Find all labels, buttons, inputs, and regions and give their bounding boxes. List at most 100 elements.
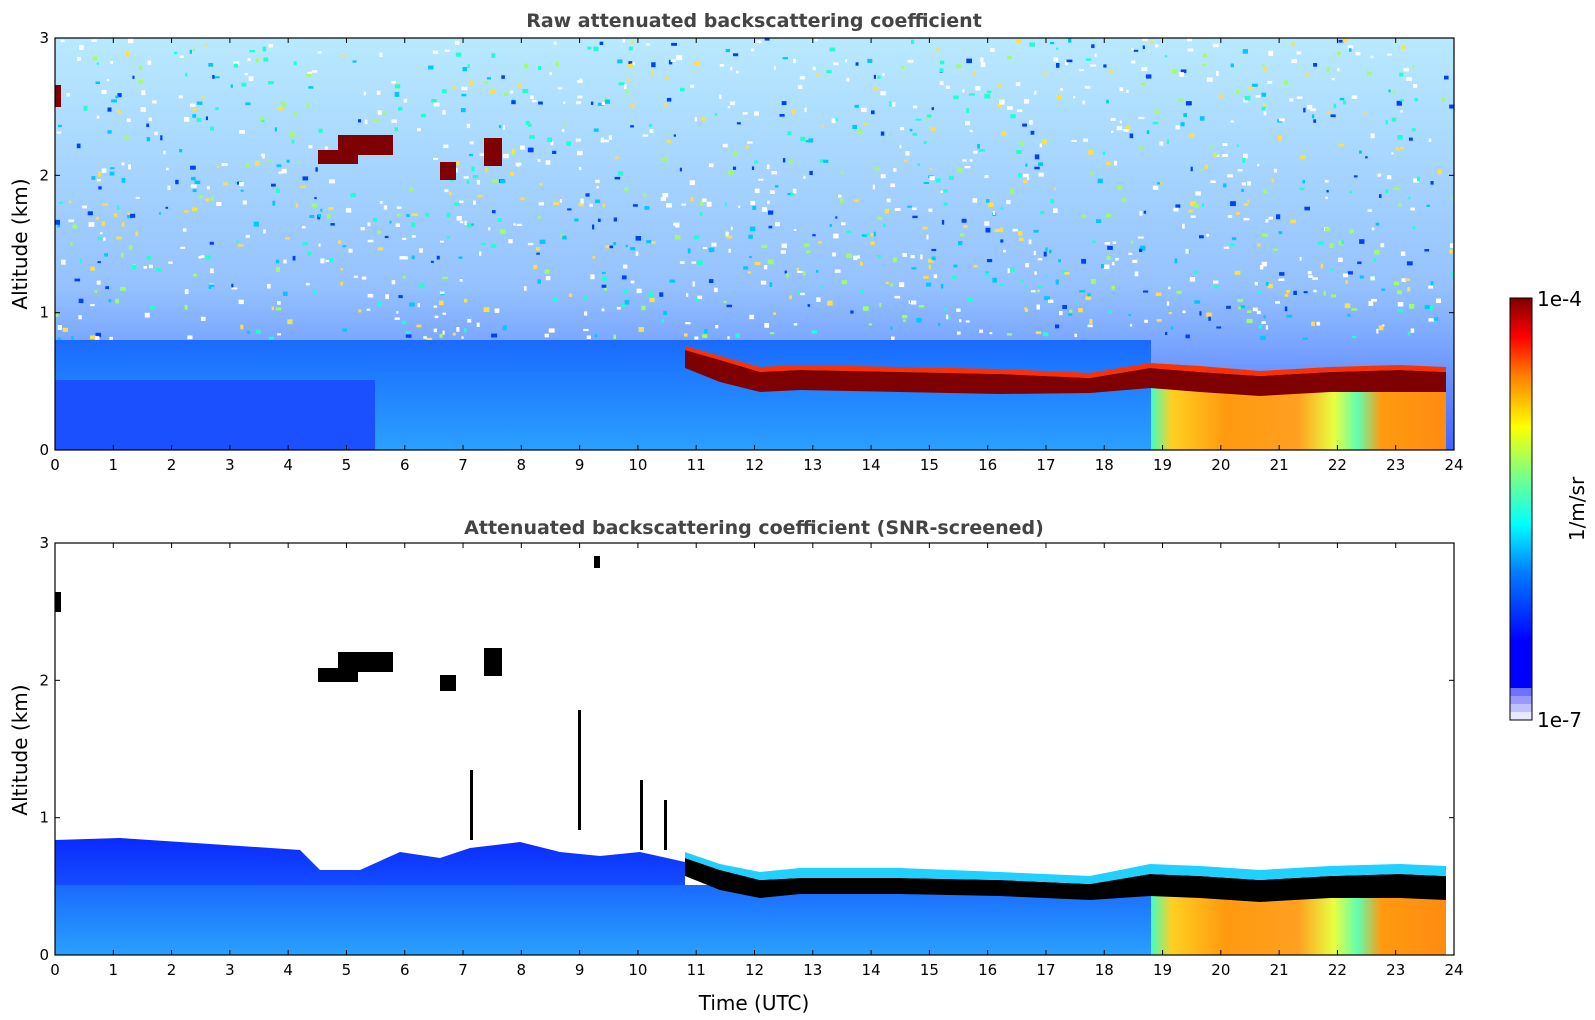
noise-speckle <box>461 93 467 97</box>
noise-speckle <box>1333 103 1337 109</box>
noise-speckle <box>725 48 731 53</box>
noise-speckle <box>469 80 473 86</box>
noise-speckle <box>917 163 920 167</box>
noise-speckle <box>485 167 488 173</box>
noise-speckle <box>923 182 929 184</box>
noise-speckle <box>78 315 82 320</box>
noise-speckle <box>1230 63 1234 68</box>
noise-speckle <box>1265 282 1269 286</box>
noise-speckle <box>466 179 470 184</box>
noise-speckle <box>673 134 676 137</box>
panel1-cloud-patch-d <box>484 138 502 166</box>
noise-speckle <box>1410 328 1415 333</box>
noise-speckle <box>1084 86 1091 89</box>
noise-speckle <box>163 150 166 155</box>
noise-speckle <box>192 189 197 193</box>
noise-speckle <box>879 303 882 308</box>
noise-speckle <box>811 330 818 334</box>
x-tick-label: 4 <box>283 961 293 979</box>
noise-speckle <box>1037 289 1040 293</box>
noise-speckle <box>110 167 115 170</box>
noise-speckle <box>984 221 990 226</box>
noise-speckle <box>510 90 514 94</box>
noise-speckle <box>808 138 814 143</box>
noise-speckle <box>587 46 592 50</box>
noise-speckle <box>1114 160 1118 166</box>
noise-speckle <box>301 225 306 229</box>
noise-speckle <box>661 319 665 323</box>
noise-speckle <box>1424 249 1430 252</box>
noise-speckle <box>1083 138 1088 142</box>
noise-speckle <box>1206 77 1213 82</box>
colorbar-band <box>1510 688 1532 696</box>
noise-speckle <box>560 234 564 237</box>
noise-speckle <box>456 216 462 221</box>
noise-speckle <box>342 54 347 57</box>
noise-speckle <box>1016 150 1022 154</box>
noise-speckle <box>103 237 106 241</box>
noise-speckle <box>1149 41 1154 44</box>
noise-speckle <box>1260 335 1266 341</box>
noise-speckle <box>1024 285 1028 288</box>
noise-speckle <box>1407 331 1411 336</box>
noise-speckle <box>215 107 219 111</box>
noise-speckle <box>931 248 937 252</box>
noise-speckle <box>877 255 882 258</box>
noise-speckle <box>1105 214 1111 218</box>
noise-speckle <box>255 58 259 63</box>
noise-speckle <box>179 55 184 58</box>
noise-speckle <box>91 39 97 42</box>
noise-speckle <box>767 200 770 204</box>
noise-speckle <box>444 189 449 193</box>
noise-speckle <box>1226 305 1231 309</box>
noise-speckle <box>1116 126 1123 131</box>
noise-speckle <box>1371 298 1377 302</box>
noise-speckle <box>692 281 695 287</box>
noise-speckle <box>630 125 634 128</box>
noise-speckle <box>1424 305 1430 310</box>
noise-speckle <box>846 77 850 82</box>
noise-speckle <box>761 244 768 248</box>
noise-speckle <box>473 200 476 205</box>
noise-speckle <box>1368 300 1374 306</box>
noise-speckle <box>208 63 214 67</box>
noise-speckle <box>577 150 583 156</box>
noise-speckle <box>1049 249 1052 254</box>
noise-speckle <box>95 332 102 338</box>
noise-speckle <box>436 255 440 260</box>
noise-speckle <box>697 295 703 300</box>
noise-speckle <box>812 234 816 237</box>
noise-speckle <box>722 143 728 148</box>
noise-speckle <box>969 159 973 162</box>
noise-speckle <box>602 139 609 143</box>
noise-speckle <box>793 59 797 64</box>
noise-speckle <box>834 117 838 121</box>
noise-speckle <box>673 222 676 226</box>
noise-speckle <box>727 170 733 175</box>
noise-speckle <box>379 52 383 57</box>
noise-speckle <box>1193 204 1200 208</box>
noise-speckle <box>511 100 516 105</box>
noise-speckle <box>863 306 869 311</box>
noise-speckle <box>538 101 543 105</box>
noise-speckle <box>275 188 280 193</box>
noise-speckle <box>324 146 329 150</box>
panel2-title: Attenuated backscattering coefficient (S… <box>464 517 1044 539</box>
noise-speckle <box>1182 223 1185 228</box>
noise-speckle <box>609 245 614 249</box>
noise-speckle <box>804 107 807 113</box>
noise-speckle <box>1412 226 1415 230</box>
noise-speckle <box>561 129 565 132</box>
noise-speckle <box>1449 104 1454 109</box>
noise-speckle <box>1234 270 1241 275</box>
noise-speckle <box>912 207 917 210</box>
noise-speckle <box>212 75 215 79</box>
noise-speckle <box>121 162 125 166</box>
noise-speckle <box>104 253 108 257</box>
noise-speckle <box>539 239 546 244</box>
noise-speckle <box>1261 321 1266 324</box>
noise-speckle <box>1034 90 1037 95</box>
panel1-title: Raw attenuated backscattering coefficien… <box>526 10 982 32</box>
noise-speckle <box>241 82 247 87</box>
noise-speckle <box>499 179 506 184</box>
